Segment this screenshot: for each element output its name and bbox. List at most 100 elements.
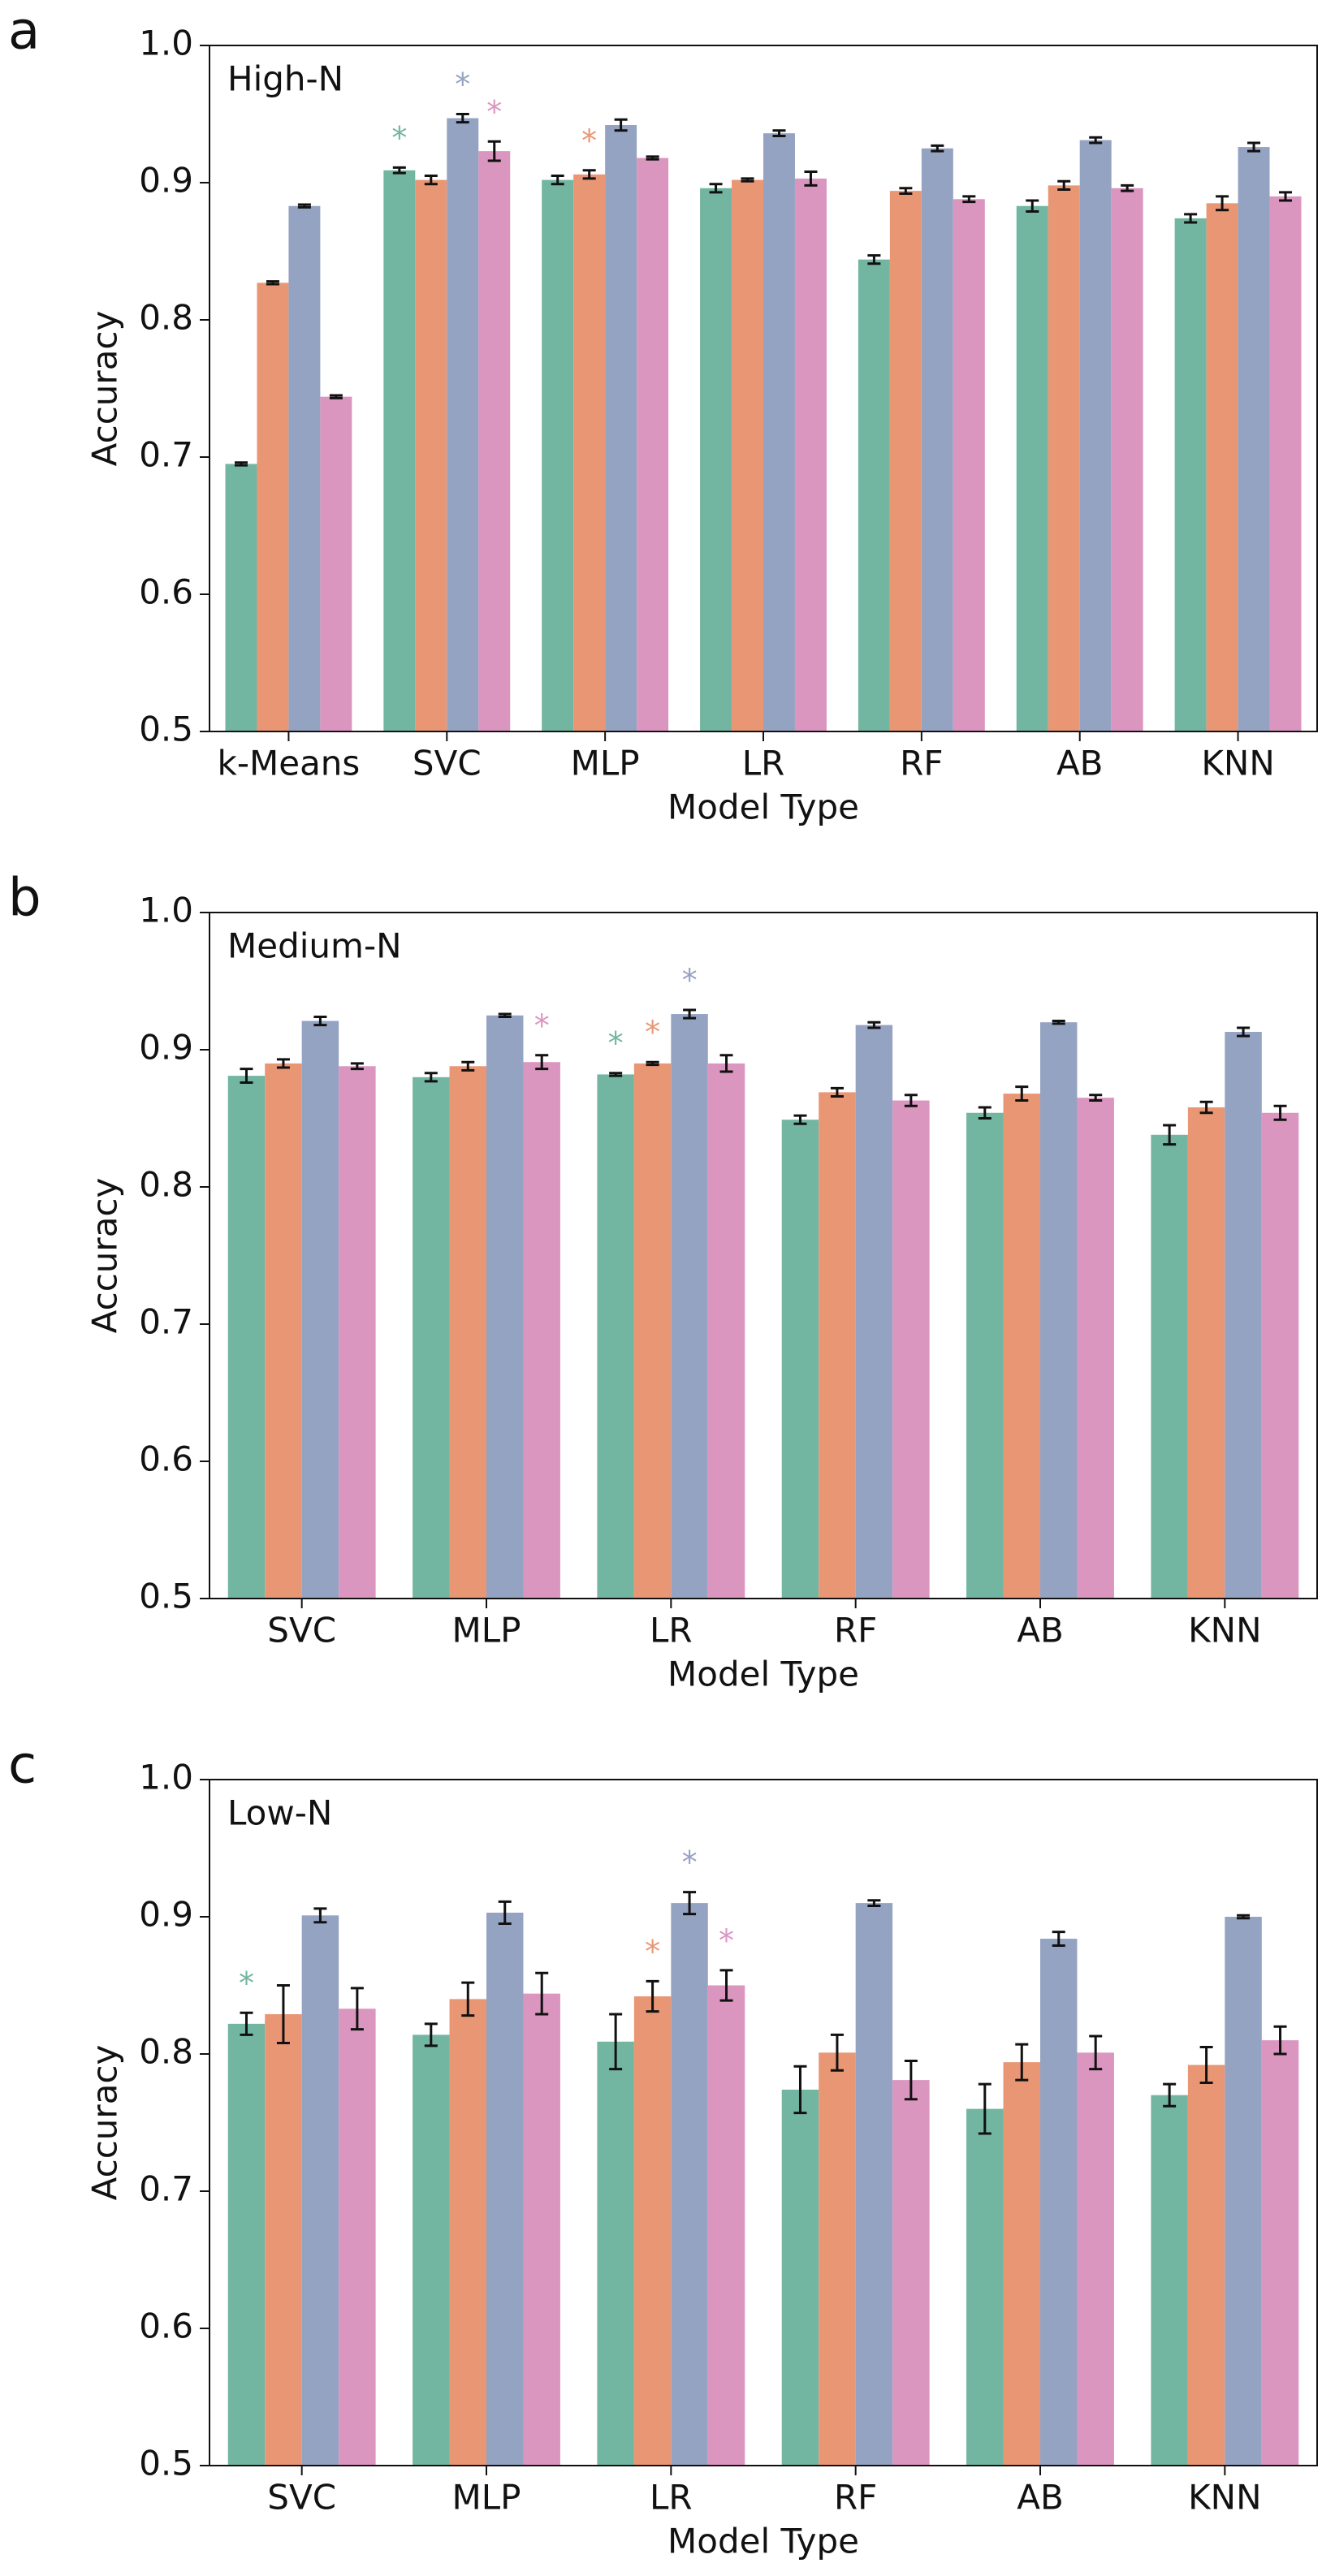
bar bbox=[1151, 2095, 1188, 2466]
error-bar bbox=[276, 1984, 290, 2044]
bar bbox=[320, 396, 352, 731]
error-bar bbox=[1216, 195, 1229, 212]
bar bbox=[707, 1985, 745, 2466]
error-bar bbox=[683, 1008, 697, 1020]
error-bar bbox=[535, 1971, 549, 2016]
error-bar bbox=[646, 1979, 659, 2013]
error-bar bbox=[1052, 1931, 1065, 1947]
bar bbox=[1261, 1112, 1299, 1599]
bar bbox=[257, 283, 289, 731]
error-bar bbox=[609, 2013, 623, 2071]
bar bbox=[1077, 2052, 1114, 2466]
x-tick-label: AB bbox=[1017, 2478, 1064, 2518]
error-bar bbox=[867, 254, 881, 265]
bar bbox=[265, 2013, 302, 2466]
error-bar bbox=[1237, 1026, 1251, 1038]
error-bar bbox=[498, 1900, 512, 1925]
bar bbox=[225, 464, 257, 731]
y-tick-label: 0.9 bbox=[139, 1028, 193, 1068]
x-tick-label: MLP bbox=[452, 1611, 521, 1650]
panel-label: a bbox=[8, 2, 40, 62]
bar bbox=[892, 1100, 930, 1599]
bar bbox=[819, 2052, 856, 2466]
bar bbox=[1269, 196, 1302, 731]
y-tick-label: 1.0 bbox=[139, 891, 193, 930]
bar bbox=[1151, 1134, 1188, 1599]
significance-star: * bbox=[682, 1845, 698, 1880]
panel-label: c bbox=[8, 1736, 37, 1796]
x-tick-label: SVC bbox=[267, 2478, 336, 2518]
error-bar bbox=[1279, 191, 1293, 202]
error-bar bbox=[614, 118, 628, 132]
bar bbox=[1261, 2040, 1299, 2466]
panel: b Medium-N Accuracy Model Type 0.5 0.6 0.7 0.8 0… bbox=[8, 869, 1318, 1694]
error-bar bbox=[551, 175, 564, 186]
x-tick-label: LR bbox=[650, 1611, 693, 1650]
error-bar bbox=[646, 1060, 659, 1067]
error-bar bbox=[719, 1969, 733, 2002]
error-bar bbox=[1089, 1094, 1103, 1102]
bar bbox=[415, 179, 447, 731]
error-bar bbox=[313, 1907, 327, 1924]
x-tick-label: LR bbox=[742, 744, 785, 783]
bar bbox=[486, 1015, 524, 1599]
x-tick-label: RF bbox=[834, 1611, 877, 1650]
y-tick-label: 0.9 bbox=[139, 1895, 193, 1935]
y-tick-label: 0.5 bbox=[139, 1577, 193, 1616]
bar bbox=[523, 1062, 560, 1599]
significance-star: * bbox=[239, 1965, 254, 2001]
x-axis-label: Model Type bbox=[667, 2522, 859, 2561]
bar bbox=[597, 2041, 634, 2466]
error-bar bbox=[904, 2059, 918, 2101]
error-bar bbox=[1052, 1020, 1065, 1025]
bar bbox=[1077, 1098, 1114, 1599]
y-axis-label: Accuracy bbox=[85, 311, 125, 467]
error-bar bbox=[609, 1072, 623, 1077]
x-tick-label: SVC bbox=[413, 744, 482, 783]
x-axis-label: Model Type bbox=[667, 1655, 859, 1694]
bar bbox=[732, 179, 763, 731]
bar bbox=[449, 1066, 486, 1599]
bar bbox=[855, 1025, 893, 1599]
significance-star: * bbox=[682, 962, 698, 998]
bar bbox=[383, 170, 416, 732]
error-bar bbox=[424, 2022, 438, 2047]
bar bbox=[1048, 185, 1080, 731]
bar bbox=[707, 1063, 745, 1599]
error-bar bbox=[804, 170, 818, 187]
bar bbox=[781, 2089, 819, 2466]
x-tick-label: MLP bbox=[452, 2478, 521, 2518]
error-bar bbox=[1015, 1085, 1029, 1102]
bar bbox=[447, 118, 479, 731]
bar bbox=[892, 2080, 930, 2466]
bar bbox=[1079, 140, 1112, 732]
significance-star: * bbox=[391, 120, 407, 156]
error-bar bbox=[899, 187, 913, 196]
bar bbox=[1016, 205, 1048, 732]
significance-star: * bbox=[534, 1008, 550, 1043]
y-tick-label: 0.5 bbox=[139, 2444, 193, 2483]
error-bar bbox=[793, 2065, 807, 2115]
error-bar bbox=[646, 155, 659, 161]
bar bbox=[700, 188, 732, 731]
bar bbox=[966, 2108, 1004, 2466]
x-tick-label: LR bbox=[650, 2478, 693, 2518]
error-bar bbox=[487, 140, 501, 162]
error-bar bbox=[931, 144, 944, 153]
error-bar bbox=[535, 1054, 549, 1071]
error-bar bbox=[1184, 213, 1198, 224]
error-bar bbox=[962, 195, 976, 204]
bar bbox=[573, 174, 606, 732]
y-tick-label: 0.7 bbox=[139, 1302, 193, 1342]
bar bbox=[339, 1066, 376, 1599]
significance-star: * bbox=[645, 1015, 660, 1051]
y-tick-label: 0.7 bbox=[139, 2169, 193, 2209]
bar bbox=[227, 2023, 266, 2466]
y-tick-label: 0.6 bbox=[139, 572, 193, 612]
x-tick-label: KNN bbox=[1188, 1611, 1261, 1650]
bar bbox=[1111, 188, 1143, 731]
bar bbox=[1225, 1032, 1262, 1599]
error-bar bbox=[456, 113, 469, 124]
x-tick-label: MLP bbox=[571, 744, 640, 783]
